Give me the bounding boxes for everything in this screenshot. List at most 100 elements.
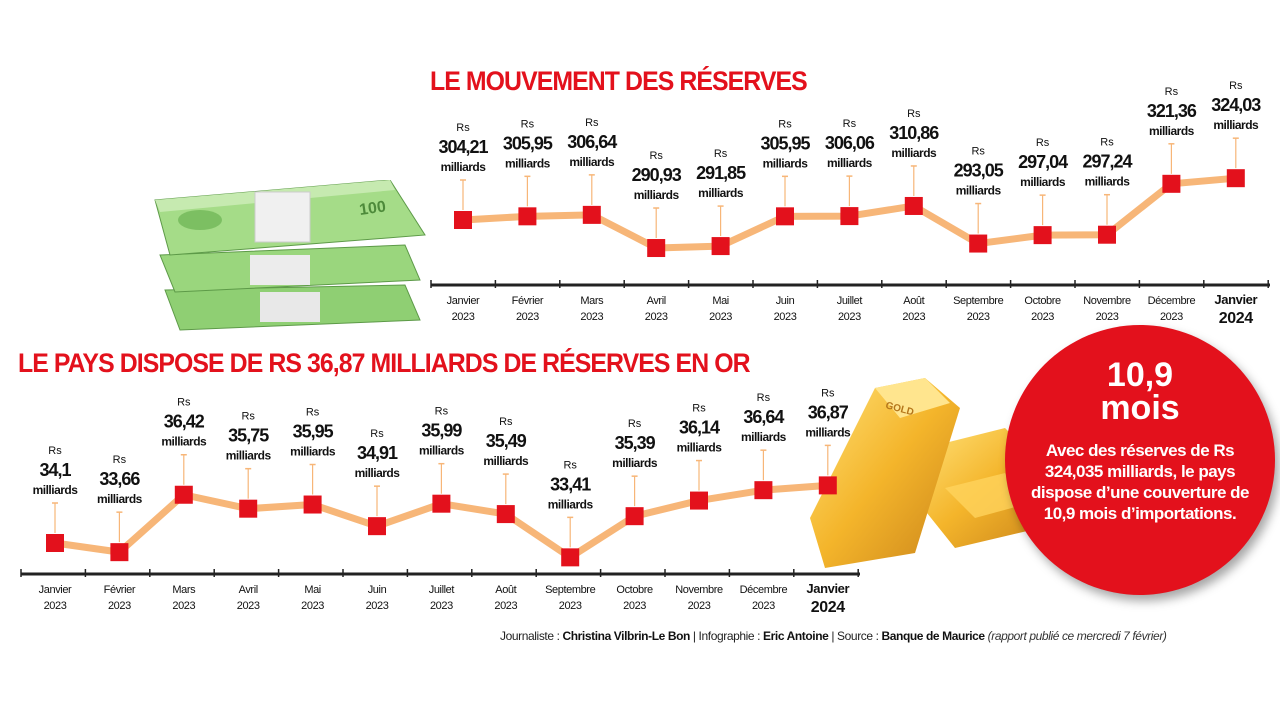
- data-label-value: 324,03: [1211, 95, 1261, 115]
- data-label-unit: milliards: [355, 466, 401, 480]
- data-point: [776, 207, 794, 226]
- x-tick-month: Octobre: [616, 584, 653, 596]
- data-label-value: 35,39: [615, 433, 656, 453]
- x-tick-year: 2023: [838, 311, 861, 323]
- x-tick-year: 2023: [645, 311, 668, 323]
- data-point: [46, 534, 64, 552]
- data-label-prefix: Rs: [113, 454, 127, 466]
- x-tick-month: Septembre: [545, 584, 595, 596]
- data-label-unit: milliards: [891, 146, 937, 160]
- data-point: [1033, 226, 1052, 245]
- x-tick-month: Mars: [172, 584, 196, 596]
- data-label-value: 35,95: [293, 422, 334, 442]
- data-label-value: 305,95: [503, 133, 553, 153]
- data-label-value: 297,24: [1082, 152, 1132, 172]
- data-label-prefix: Rs: [1100, 137, 1114, 149]
- data-label-unit: milliards: [290, 445, 336, 459]
- data-label-value: 36,42: [164, 412, 205, 432]
- x-tick-month: Mars: [580, 295, 604, 307]
- data-label-value: 321,36: [1147, 101, 1197, 121]
- x-tick-month: Août: [903, 295, 924, 307]
- source: Banque de Maurice: [881, 629, 985, 643]
- data-point: [303, 495, 322, 514]
- x-tick-month: Juin: [776, 295, 795, 307]
- x-tick-year: 2023: [494, 600, 517, 612]
- x-tick-month: Juin: [368, 584, 387, 596]
- data-label-unit: milliards: [226, 449, 272, 463]
- data-point: [496, 505, 515, 524]
- data-point: [1162, 174, 1181, 193]
- data-label-unit: milliards: [161, 435, 207, 449]
- callout-text: Avec des réserves de Rs 324,035 milliard…: [1031, 441, 1249, 523]
- data-point: [110, 543, 129, 562]
- x-tick-year: 2023: [108, 600, 131, 612]
- x-tick-year: 2023: [623, 600, 646, 612]
- data-label-unit: milliards: [805, 425, 851, 439]
- data-label-prefix: Rs: [585, 117, 599, 129]
- x-tick-month: Octobre: [1024, 295, 1061, 307]
- data-point: [239, 499, 258, 518]
- data-label-prefix: Rs: [649, 150, 663, 162]
- data-label-prefix: Rs: [456, 122, 470, 134]
- data-label-unit: milliards: [548, 497, 594, 511]
- data-label-value: 36,87: [808, 402, 849, 422]
- data-point: [1098, 225, 1116, 244]
- data-label-value: 306,06: [825, 133, 875, 153]
- data-label-prefix: Rs: [971, 146, 985, 158]
- x-tick-month: Août: [495, 584, 516, 596]
- data-label-value: 35,49: [486, 431, 527, 451]
- x-tick-year: 2023: [430, 600, 453, 612]
- x-tick-year: 2023: [559, 600, 582, 612]
- x-tick-month: Janvier: [1214, 292, 1257, 307]
- data-label-prefix: Rs: [177, 397, 191, 409]
- x-tick-month: Janvier: [447, 295, 480, 307]
- data-point: [969, 234, 988, 253]
- x-tick-month: Avril: [239, 584, 258, 596]
- x-tick-month: Mai: [712, 295, 729, 307]
- data-label-prefix: Rs: [907, 108, 921, 120]
- data-label-unit: milliards: [441, 160, 487, 174]
- journalist-label: Journaliste :: [500, 629, 563, 643]
- data-label-prefix: Rs: [714, 148, 728, 160]
- credits: Journaliste : Christina Vilbrin-Le Bon |…: [500, 629, 1167, 643]
- x-tick-year: 2023: [580, 311, 603, 323]
- data-label-unit: milliards: [1213, 118, 1259, 132]
- data-label-unit: milliards: [33, 483, 79, 497]
- x-tick-year: 2023: [967, 311, 990, 323]
- x-tick-month: Juillet: [837, 295, 863, 307]
- x-tick-month: Décembre: [740, 584, 788, 596]
- source-label: | Source :: [828, 629, 882, 643]
- data-label-unit: milliards: [505, 156, 551, 170]
- x-tick-month: Novembre: [1083, 295, 1131, 307]
- data-label-prefix: Rs: [499, 416, 513, 428]
- x-tick-month: Février: [104, 584, 136, 596]
- x-tick-year: 2023: [172, 600, 195, 612]
- callout-number: 10,9: [1106, 356, 1174, 394]
- data-point: [711, 237, 730, 256]
- x-tick-month: Avril: [647, 295, 666, 307]
- data-point: [454, 211, 472, 229]
- data-label-unit: milliards: [1020, 175, 1066, 189]
- data-label-value: 304,21: [438, 137, 488, 157]
- data-label-unit: milliards: [569, 155, 615, 169]
- data-label-value: 33,66: [99, 469, 140, 489]
- data-point: [840, 207, 859, 226]
- data-label-unit: milliards: [763, 156, 809, 170]
- x-tick-year: 2023: [902, 311, 925, 323]
- data-point: [174, 485, 193, 504]
- data-point: [904, 196, 923, 215]
- data-label-unit: milliards: [1085, 175, 1131, 189]
- data-label-prefix: Rs: [521, 118, 535, 130]
- data-label-unit: milliards: [97, 492, 143, 506]
- x-tick-year: 2023: [237, 600, 260, 612]
- data-label-prefix: Rs: [692, 403, 706, 415]
- infographic-label: | Infographie :: [689, 629, 764, 643]
- data-label-value: 36,64: [743, 407, 784, 427]
- infographic: Eric Antoine: [763, 629, 829, 643]
- chart1-title: LE MOUVEMENT DES RÉSERVES: [430, 66, 808, 96]
- data-label-value: 36,14: [679, 418, 720, 438]
- data-label-value: 310,86: [889, 123, 939, 143]
- x-tick-year: 2023: [366, 600, 389, 612]
